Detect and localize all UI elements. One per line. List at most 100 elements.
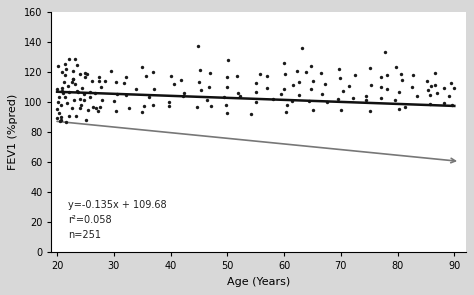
Point bbox=[177, 78, 184, 83]
Point bbox=[95, 78, 103, 83]
Point bbox=[203, 98, 211, 102]
Point bbox=[68, 105, 75, 110]
Point bbox=[450, 86, 457, 90]
Point bbox=[309, 108, 317, 113]
Point bbox=[70, 97, 78, 102]
Point bbox=[165, 100, 173, 104]
Point bbox=[55, 64, 62, 68]
Point bbox=[72, 82, 79, 87]
Point bbox=[61, 61, 68, 66]
Point bbox=[165, 104, 173, 108]
Point bbox=[423, 78, 431, 83]
Point bbox=[280, 60, 287, 65]
Point bbox=[334, 96, 342, 101]
Point bbox=[398, 78, 406, 83]
Point bbox=[207, 103, 215, 108]
Point bbox=[88, 79, 96, 83]
Point bbox=[223, 85, 230, 89]
Point bbox=[125, 106, 132, 110]
Point bbox=[324, 100, 331, 105]
Point bbox=[76, 105, 84, 110]
Point bbox=[223, 110, 230, 115]
Point bbox=[289, 98, 296, 103]
Point bbox=[71, 57, 79, 61]
Point bbox=[179, 93, 186, 98]
Point bbox=[236, 94, 243, 98]
Point bbox=[408, 84, 415, 89]
Point bbox=[383, 73, 391, 78]
Point bbox=[142, 74, 150, 79]
Point bbox=[247, 112, 255, 117]
Point bbox=[383, 86, 391, 91]
Point bbox=[132, 87, 140, 92]
Point bbox=[86, 90, 94, 94]
Point bbox=[318, 92, 326, 97]
Point bbox=[140, 103, 148, 108]
Point bbox=[98, 84, 105, 89]
Point bbox=[269, 97, 276, 101]
Point bbox=[149, 70, 157, 75]
Point bbox=[308, 87, 315, 91]
Point bbox=[180, 91, 188, 95]
Point bbox=[72, 113, 80, 118]
Point bbox=[235, 91, 242, 95]
Point bbox=[307, 64, 315, 69]
Point bbox=[206, 70, 213, 75]
Point bbox=[64, 84, 72, 89]
Point bbox=[168, 73, 175, 78]
Point bbox=[62, 94, 69, 99]
X-axis label: Age (Years): Age (Years) bbox=[227, 277, 290, 287]
Point bbox=[92, 106, 100, 111]
Point bbox=[349, 96, 356, 100]
Point bbox=[339, 88, 346, 93]
Point bbox=[432, 83, 439, 87]
Point bbox=[101, 79, 109, 83]
Point bbox=[194, 43, 201, 48]
Point bbox=[282, 110, 290, 115]
Point bbox=[68, 80, 75, 85]
Point bbox=[363, 97, 370, 102]
Point bbox=[96, 105, 104, 109]
Point bbox=[224, 58, 232, 62]
Point bbox=[321, 81, 328, 86]
Point bbox=[98, 97, 106, 102]
Point bbox=[280, 86, 288, 91]
Point bbox=[299, 46, 306, 51]
Point bbox=[170, 82, 178, 87]
Point bbox=[413, 94, 420, 98]
Point bbox=[53, 86, 61, 91]
Point bbox=[295, 80, 302, 85]
Point bbox=[107, 69, 115, 73]
Point bbox=[431, 71, 439, 75]
Point bbox=[397, 71, 405, 76]
Point bbox=[120, 81, 128, 86]
Point bbox=[433, 91, 441, 95]
Point bbox=[113, 92, 121, 97]
Point bbox=[351, 73, 359, 77]
Point bbox=[65, 90, 73, 94]
Point bbox=[86, 95, 93, 100]
Point bbox=[62, 73, 69, 78]
Point bbox=[197, 88, 205, 92]
Point bbox=[65, 114, 73, 118]
Point bbox=[427, 102, 434, 106]
Point bbox=[378, 95, 385, 100]
Point bbox=[82, 71, 89, 76]
Point bbox=[63, 67, 70, 71]
Point bbox=[112, 109, 120, 113]
Point bbox=[55, 99, 62, 104]
Point bbox=[150, 86, 157, 91]
Point bbox=[318, 71, 325, 75]
Point bbox=[53, 115, 60, 120]
Point bbox=[223, 103, 230, 107]
Point bbox=[55, 94, 63, 99]
Point bbox=[73, 63, 81, 68]
Point bbox=[395, 106, 403, 111]
Point bbox=[110, 99, 118, 104]
Point bbox=[193, 105, 201, 109]
Point bbox=[69, 69, 76, 73]
Point bbox=[263, 73, 271, 78]
Point bbox=[295, 92, 302, 97]
Point bbox=[448, 103, 456, 108]
Point bbox=[302, 70, 310, 75]
